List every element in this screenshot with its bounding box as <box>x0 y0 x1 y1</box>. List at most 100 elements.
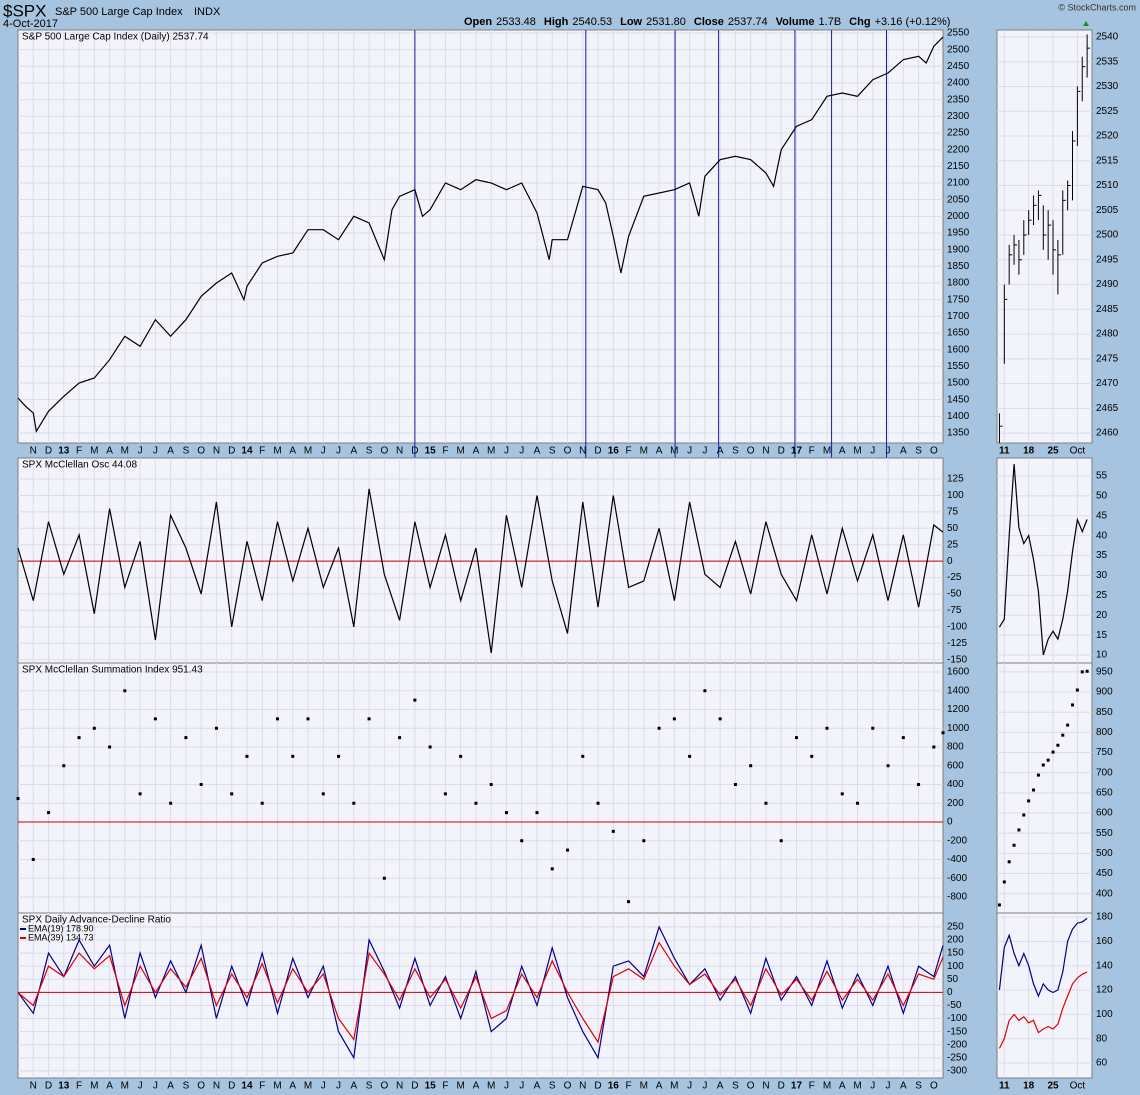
point <box>627 900 631 904</box>
point <box>214 726 218 730</box>
y-tick-label: 2480 <box>1096 329 1119 340</box>
x-tick-label: A <box>717 1081 724 1092</box>
point <box>1032 788 1036 792</box>
y-tick-label: 1450 <box>947 394 970 405</box>
y-tick-label: 250 <box>947 922 964 933</box>
x-tick-label: F <box>442 1081 448 1092</box>
y-tick-label: 0 <box>947 817 953 828</box>
y-tick-label: 500 <box>1096 848 1113 859</box>
x-tick-label: J <box>336 446 341 457</box>
x-tick-label: J <box>687 1081 692 1092</box>
y-tick-label: 2500 <box>947 44 970 55</box>
point <box>672 717 676 721</box>
y-tick-label: 50 <box>1096 490 1108 501</box>
x-tick-label: A <box>900 446 907 457</box>
quote-label: Open <box>464 16 492 28</box>
x-tick-label: O <box>564 1081 572 1092</box>
y-tick-label: 700 <box>1096 767 1113 778</box>
panel-label: S&P 500 Large Cap Index (Daily) 2537.74 <box>22 32 209 43</box>
x-tick-label: M <box>670 446 678 457</box>
y-tick-label: 1900 <box>947 244 970 255</box>
y-tick-label: 1950 <box>947 228 970 239</box>
point <box>856 801 860 805</box>
y-tick-label: 2050 <box>947 194 970 205</box>
y-tick-label: 2515 <box>1096 155 1119 166</box>
x-tick-label: N <box>213 446 220 457</box>
point <box>1017 828 1021 832</box>
point <box>566 848 570 852</box>
x-tick-label: 16 <box>608 446 620 457</box>
point <box>382 876 386 880</box>
x-tick-label: F <box>259 1081 265 1092</box>
y-tick-label: -50 <box>947 589 962 600</box>
y-tick-label: 1850 <box>947 261 970 272</box>
y-tick-label: 200 <box>947 798 964 809</box>
y-tick-label: 1200 <box>947 704 970 715</box>
x-tick-label: F <box>626 1081 632 1092</box>
x-tick-label: M <box>273 1081 281 1092</box>
point <box>688 754 692 758</box>
x-tick-label: 18 <box>1023 1081 1035 1092</box>
x-tick-label: D <box>778 446 785 457</box>
y-tick-label: 550 <box>1096 828 1113 839</box>
x-tick-label: A <box>534 446 541 457</box>
y-tick-label: 650 <box>1096 787 1113 798</box>
y-tick-label: 1600 <box>947 667 970 678</box>
point <box>62 764 66 768</box>
x-tick-label: 14 <box>241 1081 253 1092</box>
point <box>1075 688 1079 692</box>
point <box>941 731 945 735</box>
x-tick-label: J <box>870 1081 875 1092</box>
quote-label: High <box>544 16 569 28</box>
x-tick-label: A <box>900 1081 907 1092</box>
x-tick-label: 17 <box>791 446 803 457</box>
x-tick-label: J <box>687 446 692 457</box>
x-tick-label: A <box>717 446 724 457</box>
y-tick-label: 100 <box>1096 1009 1113 1020</box>
point <box>779 839 783 843</box>
panel <box>17 662 944 914</box>
x-tick-label: F <box>76 446 82 457</box>
x-tick-label: M <box>121 1081 129 1092</box>
y-tick-label: 400 <box>947 779 964 790</box>
x-tick-label: F <box>809 446 815 457</box>
y-tick-label: 10 <box>1096 650 1108 661</box>
point <box>504 811 508 815</box>
point <box>1061 733 1065 737</box>
date: 4-Oct-2017 <box>3 18 58 30</box>
quote-value: +3.16 (+0.12%) <box>875 16 951 28</box>
point <box>825 726 829 730</box>
x-tick-label: S <box>549 1081 556 1092</box>
y-tick-label: 2470 <box>1096 378 1119 389</box>
y-tick-label: -200 <box>947 835 967 846</box>
x-tick-label: Oct <box>1070 1081 1086 1092</box>
series-line <box>998 463 1088 656</box>
x-tick-label: J <box>138 1081 143 1092</box>
x-tick-label: S <box>915 1081 922 1092</box>
quote: Open 2533.48 High 2540.53 Low 2531.80 Close 253… <box>464 16 950 28</box>
y-tick-label: 2500 <box>1096 230 1119 241</box>
point <box>230 792 234 796</box>
point <box>123 689 127 693</box>
y-tick-label: 900 <box>1096 687 1113 698</box>
x-tick-label: S <box>732 446 739 457</box>
series-line <box>17 925 944 1060</box>
y-tick-label: 2505 <box>1096 205 1119 216</box>
y-tick-label: -800 <box>947 892 967 903</box>
x-tick-label: 11 <box>999 446 1010 457</box>
point <box>997 903 1001 907</box>
point <box>275 717 279 721</box>
quote-label: Volume <box>776 16 815 28</box>
x-tick-label: Oct <box>1070 446 1086 457</box>
y-tick-label: 125 <box>947 474 964 485</box>
y-tick-label: -150 <box>947 1026 967 1037</box>
y-tick-label: -50 <box>947 1000 962 1011</box>
point <box>352 801 356 805</box>
x-tick-label: D <box>228 446 235 457</box>
x-tick-label: A <box>350 446 357 457</box>
y-tick-label: -400 <box>947 854 967 865</box>
point <box>474 801 478 805</box>
quote-value: 2533.48 <box>496 16 536 28</box>
x-tick-label: O <box>380 1081 388 1092</box>
point <box>47 811 51 815</box>
